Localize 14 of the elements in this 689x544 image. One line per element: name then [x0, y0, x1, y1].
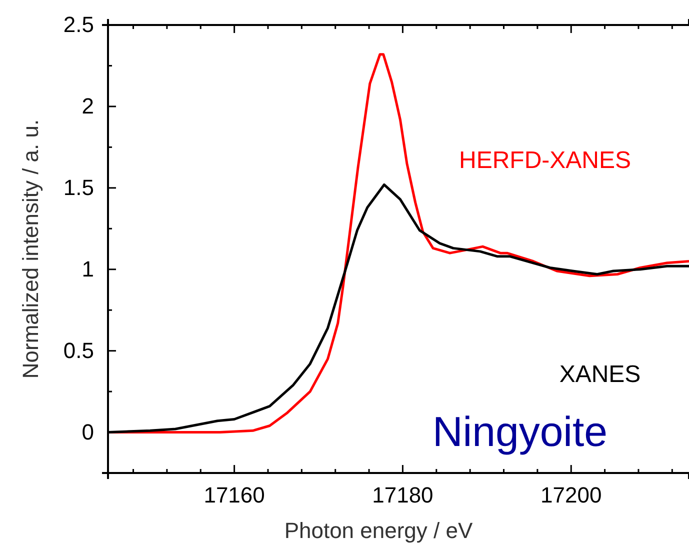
y-axis-title: Normalized intensity / a. u. [18, 119, 43, 379]
y-tick-label: 2 [82, 93, 94, 118]
x-tick-label: 17180 [372, 482, 434, 508]
y-tick-label: 1.5 [63, 174, 94, 200]
y-tick-label: 1 [82, 256, 94, 282]
annotation: Ningyoite [432, 408, 608, 455]
x-tick-label: 17160 [204, 482, 265, 508]
text: XANES [559, 361, 641, 388]
y-tick-label: 2.5 [63, 12, 94, 38]
text: HERFD-XANES [458, 147, 632, 174]
x-tick-label: 17200 [540, 482, 602, 508]
x-axis-title: Photon energy / eV [284, 518, 473, 543]
y-tick-label: 0.5 [63, 338, 94, 363]
y-tick-label: 0 [82, 419, 94, 444]
